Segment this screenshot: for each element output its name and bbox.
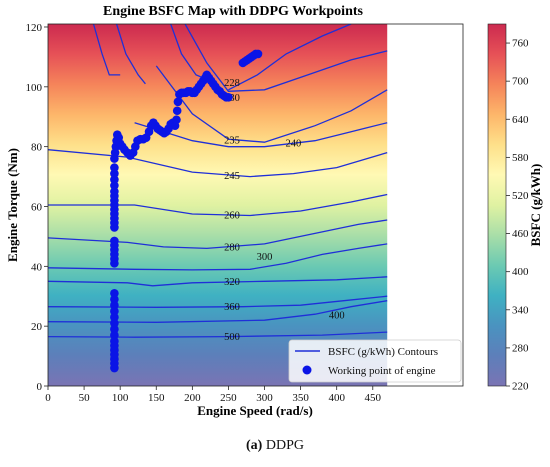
colorbar-tick-label: 760	[512, 38, 529, 50]
workpoint	[224, 92, 233, 102]
colorbar-tick-label: 460	[512, 228, 529, 240]
colorbar-tick-label: 520	[512, 190, 529, 202]
contour-line-unlabeled	[115, 24, 146, 85]
colorbar-tick-label: 280	[512, 342, 529, 354]
contour-layer	[48, 24, 388, 338]
contour-label-400: 400	[329, 310, 345, 321]
contour-line-320	[48, 276, 388, 287]
figure-caption: (a) DDPG	[0, 438, 550, 454]
legend-entry-contours: BSFC (g/kWh) Contours	[328, 346, 438, 358]
y-tick-label: 100	[26, 82, 43, 94]
colorbar-label: BSFC (g/kWh)	[528, 164, 543, 247]
x-axis-label: Engine Speed (rad/s)	[197, 403, 313, 418]
x-axis: 0 50 100 150 200 250 300 350 400 450	[45, 386, 382, 404]
workpoint	[110, 294, 119, 304]
x-tick-label: 300	[256, 392, 273, 404]
contour-line-260	[48, 193, 388, 217]
colorbar-tick-label: 400	[512, 266, 529, 278]
contour-line-240	[134, 122, 388, 148]
chart-title: Engine BSFC Map with DDPG Workpoints	[103, 4, 364, 19]
workpoint	[110, 163, 119, 172]
workpoint	[110, 169, 119, 178]
contour-label-320: 320	[224, 277, 240, 288]
workpoint	[110, 312, 119, 322]
contour-label-360: 360	[224, 302, 240, 313]
colorbar: 220 280 340 400 460 520 580 640 700 760 BSFC (g/k…	[487, 23, 543, 393]
workpoint	[110, 336, 119, 346]
colorbar-rect	[487, 23, 507, 387]
bsfc-contour-chart: Engine BSFC Map with DDPG Workpoints 500…	[5, 4, 543, 418]
contour-line-300	[48, 243, 388, 271]
workpoint	[110, 306, 119, 316]
x-tick-label: 150	[148, 392, 165, 404]
workpoint	[110, 288, 119, 298]
caption-label: (a)	[246, 438, 263, 453]
legend-box	[288, 339, 462, 383]
workpoint	[173, 97, 183, 107]
x-tick-label: 100	[112, 392, 129, 404]
workpoint	[172, 106, 182, 116]
colorbar-tick-label: 700	[512, 76, 529, 88]
y-tick-label: 60	[31, 201, 43, 213]
contour-line-230	[184, 24, 388, 92]
legend: BSFC (g/kWh) Contours Working point of e…	[288, 339, 462, 383]
colorbar-tick-label: 220	[512, 381, 529, 393]
contour-line-400	[48, 300, 388, 323]
legend-point-swatch	[302, 365, 312, 375]
caption-text: DDPG	[265, 438, 304, 453]
legend-entry-workpoints: Working point of engine	[328, 365, 436, 377]
workpoint	[110, 236, 119, 246]
plot-frame	[47, 23, 464, 387]
contour-label-280: 280	[224, 242, 240, 253]
y-tick-label: 120	[26, 22, 43, 34]
contour-line-235	[155, 65, 388, 143]
contour-label-235: 235	[224, 135, 240, 146]
contour-line-280	[48, 219, 388, 250]
contour-line-360	[48, 295, 388, 308]
colorbar-tick-label: 580	[512, 152, 529, 164]
workpoint	[253, 49, 263, 59]
contour-line-228	[228, 24, 352, 91]
contour-label-300: 300	[257, 252, 273, 263]
workpoint	[110, 330, 119, 340]
workpoint	[110, 324, 119, 334]
x-tick-label: 50	[79, 392, 91, 404]
y-tick-label: 0	[37, 381, 43, 393]
workpoint	[110, 175, 119, 184]
y-tick-label: 20	[31, 321, 43, 333]
y-axis: 0 20 40 60 80 100 120	[26, 22, 48, 393]
x-tick-label: 400	[328, 392, 345, 404]
x-tick-label: 0	[45, 392, 51, 404]
y-tick-label: 40	[31, 261, 43, 273]
x-tick-label: 450	[365, 392, 382, 404]
y-tick-label: 80	[31, 142, 43, 154]
x-tick-label: 250	[220, 392, 237, 404]
colorbar-ticks: 220 280 340 400 460 520 580 640 700 760	[506, 38, 529, 393]
contour-label-260: 260	[224, 210, 240, 221]
contour-line-unlabeled	[92, 24, 121, 76]
contour-label-228: 228	[224, 78, 240, 89]
x-tick-label: 200	[184, 392, 201, 404]
colorbar-tick-label: 640	[512, 114, 529, 126]
workpoint	[110, 318, 119, 328]
y-axis-label: Engine Torque (Nm)	[5, 148, 20, 262]
x-tick-label: 350	[292, 392, 309, 404]
colorbar-tick-label: 340	[512, 304, 529, 316]
contour-label-245: 245	[224, 171, 240, 182]
contour-line-500	[48, 331, 388, 338]
workpoint	[172, 115, 181, 125]
workpoint	[110, 181, 119, 190]
contour-label-500: 500	[224, 332, 240, 343]
contour-label-240: 240	[286, 139, 302, 150]
plot-area: 500400360320300280260245240235230228	[47, 23, 464, 387]
workpoint-layer	[110, 49, 263, 373]
workpoint	[110, 187, 119, 196]
workpoint	[110, 300, 119, 310]
